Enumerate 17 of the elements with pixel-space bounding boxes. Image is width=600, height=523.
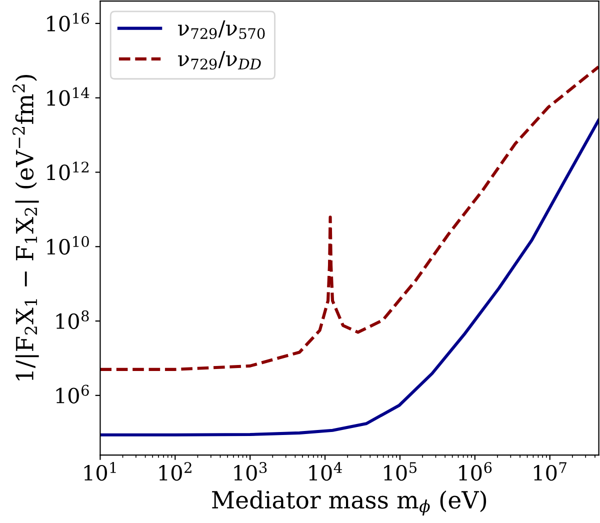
x-tick-label: 10$^{3}$ xyxy=(234,462,267,481)
x-tick-label: 10$^{2}$ xyxy=(159,462,192,481)
y-tick-label: 10$^{8}$ xyxy=(56,310,89,330)
y-tick-label: 10$^{14}$ xyxy=(47,87,90,106)
x-tick-label: 10$^{5}$ xyxy=(384,462,416,481)
text: 1/|F$_{2}$X$_{1}$ − F$_{1}$X$_{2}$| (eV$^{−2}$fm$^{2}$) xyxy=(12,74,39,380)
x-tick-label: 10$^{6}$ xyxy=(459,462,492,481)
x-tick-label: 10$^{4}$ xyxy=(309,462,342,481)
legend-label: ν$_{729}$/ν$_{DD}$ xyxy=(178,50,261,70)
y-tick-label: 10$^{16}$ xyxy=(47,12,89,32)
legend-label: ν$_{729}$/ν$_{570}$ xyxy=(178,20,265,40)
x-tick-label: 10$^{1}$ xyxy=(84,462,116,481)
x-tick-label: 10$^{7}$ xyxy=(534,462,566,481)
x-axis-title: Mediator mass m$_{ϕ}$ (eV) xyxy=(212,490,486,516)
y-tick-label: 10$^{12}$ xyxy=(47,162,88,180)
y-tick-label: 10$^{10}$ xyxy=(47,236,89,255)
y-tick-label: 10$^{6}$ xyxy=(56,384,89,404)
